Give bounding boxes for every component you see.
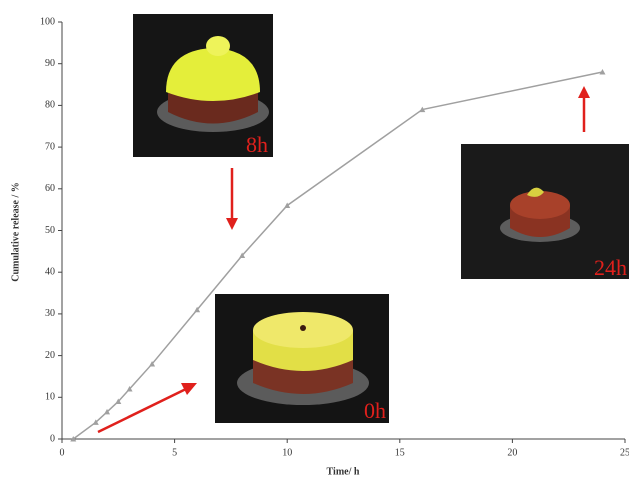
point-marker xyxy=(92,419,99,425)
y-tick-label: 90 xyxy=(45,58,55,69)
photo-8h: 8h xyxy=(133,14,273,157)
y-tick-label: 0 xyxy=(50,433,55,444)
y-tick-label: 30 xyxy=(45,308,55,319)
y-tick-label: 50 xyxy=(45,225,55,236)
x-tick-label: 5 xyxy=(172,447,177,458)
photo-24h: 24h xyxy=(461,144,629,280)
y-axis-title: Cumulative release / % xyxy=(10,182,21,282)
y-tick-label: 60 xyxy=(45,183,55,194)
x-tick-label: 20 xyxy=(507,447,517,458)
point-marker xyxy=(284,202,291,208)
y-tick-label: 100 xyxy=(40,16,55,27)
y-tick-label: 20 xyxy=(45,350,55,361)
x-axis-title: Time/ h xyxy=(327,466,360,477)
photo-label: 24h xyxy=(594,255,627,280)
y-tick-label: 40 xyxy=(45,266,55,277)
arrows xyxy=(97,86,590,434)
x-tick-label: 15 xyxy=(395,447,405,458)
point-marker xyxy=(126,385,133,392)
photo-label: 8h xyxy=(246,132,268,157)
y-tick-label: 70 xyxy=(45,141,55,152)
point-marker xyxy=(115,398,122,404)
point-marker xyxy=(70,436,77,442)
y-tick-label: 80 xyxy=(45,100,55,111)
x-tick-label: 10 xyxy=(282,447,292,458)
point-marker xyxy=(599,69,606,75)
point-marker xyxy=(194,306,201,313)
point-marker xyxy=(239,252,246,259)
y-tick-label: 10 xyxy=(45,392,55,403)
photo-label: 0h xyxy=(364,398,386,423)
point-marker xyxy=(149,360,156,367)
x-tick-label: 25 xyxy=(620,447,629,458)
x-tick-label: 0 xyxy=(60,447,65,458)
point-marker xyxy=(419,106,426,113)
plot-area: 0 10 20 30 40 50 60 70 80 90 100 0 5 10 15 20 25 xyxy=(40,16,629,458)
photo-0h: 0h xyxy=(215,294,389,423)
point-marker xyxy=(104,408,111,415)
